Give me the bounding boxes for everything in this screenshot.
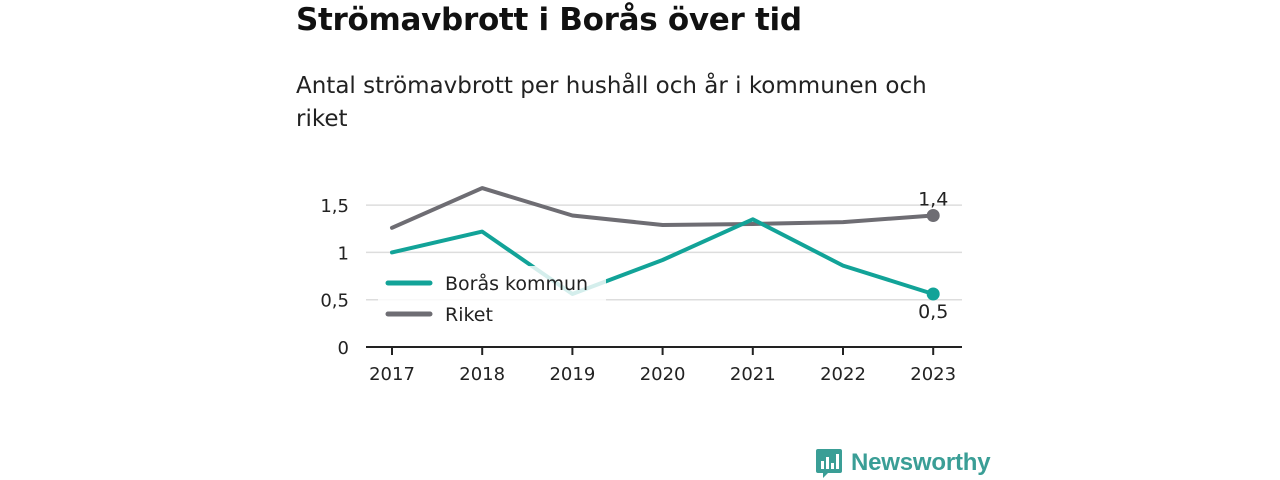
x-tick-label: 2017 [369,364,415,385]
y-axis-ticks: 0 0,5 1 1,5 [320,196,349,359]
bar-chart-speech-bubble-icon [816,449,842,478]
y-tick-label: 0,5 [320,291,349,312]
riket-series-line [390,186,936,230]
chart-title: Strömavbrott i Borås över tid [296,2,802,38]
y-tick-label: 1 [338,243,349,264]
riket-end-point [926,209,940,223]
x-tick-label: 2019 [549,364,595,385]
newsworthy-logo: Newsworthy [815,446,991,480]
series-lines [390,186,940,301]
legend: Borås kommun Riket [378,266,606,330]
brand-name: Newsworthy [851,449,991,476]
end-labels: 1,4 0,5 [918,189,948,324]
legend-label: Riket [445,304,493,326]
y-tick-label: 0 [338,338,349,359]
boras-end-point [926,287,940,301]
x-axis: 2017 2018 2019 2020 2021 2022 2023 [366,346,962,385]
boras-end-label: 0,5 [918,301,948,323]
legend-label: Borås kommun [445,272,588,295]
line-chart: 0 0,5 1 1,5 2017 2018 2019 2020 2021 2022 2023 Bo… [320,186,962,385]
x-tick-label: 2023 [910,364,956,385]
x-tick-label: 2020 [640,364,686,385]
x-tick-label: 2018 [459,364,505,385]
riket-end-label: 1,4 [918,189,948,211]
chart-subtitle: Antal strömavbrott per hushåll och år i … [296,73,927,132]
y-tick-label: 1,5 [320,196,349,217]
legend-background [378,266,606,330]
boras-series-line [390,217,936,296]
x-tick-label: 2022 [820,364,866,385]
x-tick-label: 2021 [730,364,776,385]
